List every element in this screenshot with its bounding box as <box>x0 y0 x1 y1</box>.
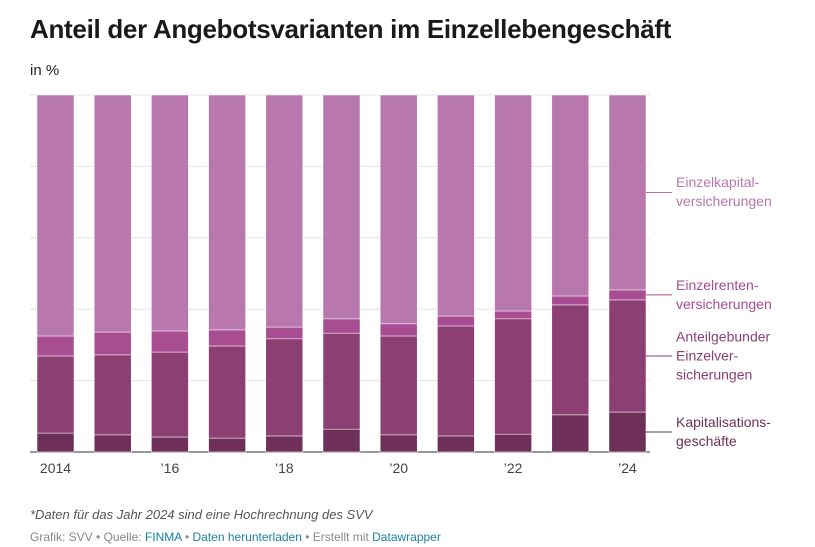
subtitle: in % <box>30 62 60 79</box>
bar-segment <box>437 325 475 437</box>
bar-segment <box>93 354 132 436</box>
download-link[interactable]: Daten herunterladen <box>192 530 302 544</box>
bar-segment <box>608 94 647 291</box>
chart-title: Anteil der Angebotsvarianten im Einzelle… <box>30 14 672 44</box>
bar-segment <box>208 345 246 439</box>
bar-segment <box>322 318 361 334</box>
x-tick-label: ’18 <box>275 460 294 476</box>
bar-segment <box>494 433 532 453</box>
bar-segment <box>494 94 532 312</box>
bar-segment <box>551 304 590 416</box>
bar-segment <box>608 411 647 453</box>
bar-segment <box>494 318 532 435</box>
bar-segment <box>494 310 532 320</box>
bar-segment <box>93 94 132 333</box>
bar-segment <box>151 351 189 438</box>
x-tick-label: 2014 <box>40 460 71 476</box>
credit: Grafik: SVV <box>30 530 93 544</box>
x-tick-label: ’16 <box>161 460 180 476</box>
bar-segment <box>322 332 361 430</box>
made-with: Erstellt mit <box>312 530 369 544</box>
bar-segment <box>322 428 361 453</box>
bar-segment <box>608 289 647 301</box>
series-label: Anteilgebunder Einzelver- sicherungen <box>676 328 771 383</box>
bar-segment <box>265 94 304 328</box>
series-label: Einzelrenten- versicherungen <box>676 276 772 312</box>
bar-segment <box>379 335 418 436</box>
bar-segment <box>36 355 75 434</box>
source-link[interactable]: FINMA <box>144 530 182 544</box>
bar-segment <box>265 435 304 453</box>
tool-link[interactable]: Datawrapper <box>372 530 441 544</box>
bar-segment <box>608 299 647 413</box>
x-tick-label: ’20 <box>389 460 408 476</box>
bar-segment <box>36 335 75 357</box>
bar-segment <box>551 295 590 306</box>
bar-segment <box>265 326 304 340</box>
bar-segment <box>265 338 304 437</box>
bar-segment <box>151 330 189 353</box>
bar-segment <box>551 94 590 297</box>
bar-segment <box>437 435 475 453</box>
series-label: Einzelkapital- versicherungen <box>676 174 772 210</box>
bar-segment <box>36 432 75 453</box>
bar-segment <box>379 434 418 453</box>
bar-segment <box>151 436 189 453</box>
bar-segment <box>551 414 590 453</box>
bar-segment <box>208 437 246 453</box>
bar-segment <box>208 329 246 347</box>
bar-segment <box>208 94 246 331</box>
note: *Daten für das Jahr 2024 sind eine Hochr… <box>30 507 373 522</box>
bar-segment <box>322 94 361 320</box>
footer: Grafik: SVV • Quelle: FINMA • Daten heru… <box>30 530 441 544</box>
bar-segment <box>379 323 418 337</box>
source-label: Quelle: <box>103 530 142 544</box>
bar-segment <box>36 94 75 337</box>
bar-segment <box>151 94 189 332</box>
bar-segment <box>437 94 475 317</box>
bar-segment <box>437 315 475 327</box>
bar-segment <box>93 434 132 453</box>
x-tick-label: ’24 <box>618 460 637 476</box>
series-label: Kapitalisations- geschäfte <box>676 414 771 449</box>
x-tick-label: ’22 <box>504 460 523 476</box>
bar-segment <box>379 94 418 325</box>
bar-segment <box>93 331 132 356</box>
